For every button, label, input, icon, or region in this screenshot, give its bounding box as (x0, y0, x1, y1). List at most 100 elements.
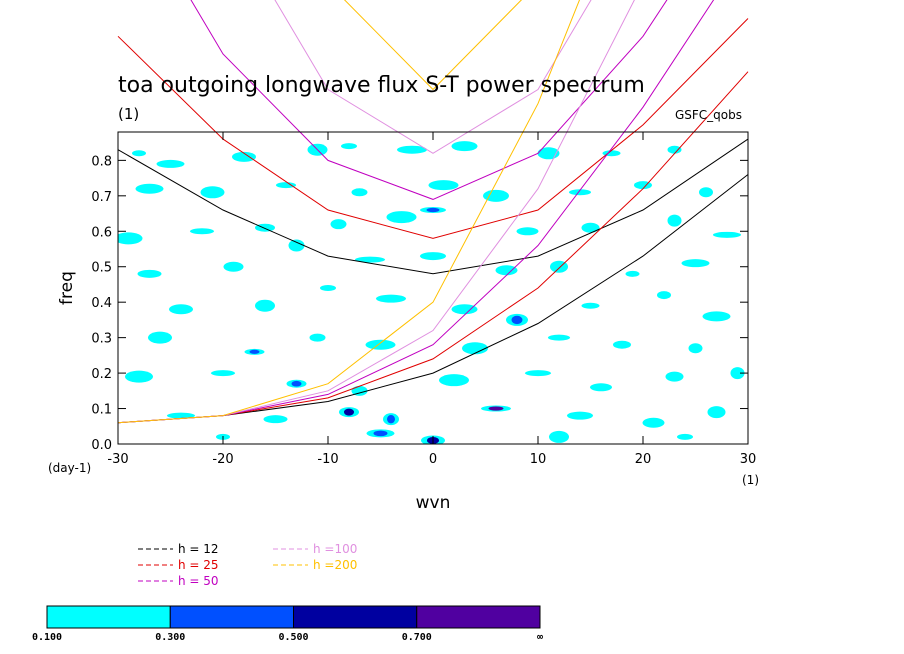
contour-blob (118, 232, 143, 245)
x-tick-label: -20 (212, 452, 233, 467)
contour-blob (330, 219, 347, 230)
colorbar-segment (416, 605, 541, 629)
x-unit-label: (1) (742, 473, 759, 487)
x-tick-label: -30 (107, 452, 128, 467)
colorbar-label: 0.100 (32, 632, 62, 643)
contour-blob (707, 406, 726, 419)
dispersion-curve-layer (117, 0, 749, 424)
chart-subtitle-right: GSFC_qobs (675, 108, 742, 122)
contour-blob (211, 370, 235, 377)
contour-blob (148, 331, 172, 344)
contour-blob (309, 333, 326, 342)
contour-blob (581, 302, 600, 309)
contour-blob (581, 222, 600, 233)
contour-blob (657, 291, 671, 300)
contour-blob (642, 417, 665, 428)
contour-blob (516, 227, 539, 236)
contour-blob (483, 189, 509, 202)
contour-blob (567, 411, 593, 420)
contour-blob-core (344, 408, 354, 416)
dispersion-curve (343, 0, 523, 91)
contour-blob (255, 299, 275, 312)
y-axis-label: freq (57, 271, 77, 305)
y-tick-label: 0.5 (91, 261, 112, 276)
colorbar-label: 0.300 (155, 632, 185, 643)
y-tick-label: 0.0 (91, 438, 112, 453)
contour-blob (495, 265, 518, 276)
colorbar-segment (293, 605, 418, 629)
contour-blob (677, 433, 693, 440)
contour-blob (397, 145, 427, 154)
contour-blob (263, 415, 288, 424)
y-tick-label: 0.2 (91, 367, 112, 382)
legend-label: h = 50 (178, 574, 219, 588)
contour-blob (200, 186, 225, 199)
kelvin-curve (117, 0, 581, 424)
contour-blob (667, 214, 682, 227)
contour-blob (667, 145, 682, 154)
contour-blob (276, 182, 296, 189)
contour-blob (625, 270, 640, 277)
legend: h = 12 h = 25 h = 50 h =100 h =200 (138, 542, 357, 588)
y-tick-label: 0.4 (91, 296, 112, 311)
contour-blob (688, 343, 703, 354)
x-tick-label: 10 (530, 452, 547, 467)
contour-blob (451, 304, 478, 315)
x-tick-label: -10 (317, 452, 338, 467)
y-tick-label: 0.6 (91, 225, 112, 240)
contour-blob (730, 367, 745, 380)
legend-label: h = 12 (178, 542, 219, 556)
contour-blob (613, 340, 631, 349)
x-tick-label: 20 (635, 452, 652, 467)
contour-blob-core (511, 315, 523, 325)
x-tick-label: 0 (429, 452, 437, 467)
contour-blob (439, 374, 469, 387)
contour-blob (351, 385, 368, 396)
y-unit-label: (day-1) (48, 461, 91, 475)
contour-blob (190, 228, 214, 235)
contour-blob (288, 239, 305, 252)
contour-blob (135, 183, 164, 194)
contour-blob (699, 187, 713, 198)
x-axis-label: wvn (416, 493, 451, 513)
y-tick-label: 0.8 (91, 154, 112, 169)
contour-blob (462, 342, 488, 355)
y-tick-label: 0.1 (91, 403, 112, 418)
contour-blob-core (426, 207, 440, 213)
contour-blob (320, 285, 336, 291)
contour-blob-core (387, 414, 395, 424)
colorbar-segment (169, 605, 294, 629)
contour-blob (428, 180, 459, 191)
contour-blob (451, 141, 478, 152)
legend-label: h =200 (313, 558, 357, 572)
contour-blob (223, 261, 244, 272)
dispersion-curve (117, 138, 749, 275)
contour-blob (132, 150, 146, 157)
contour-blob (365, 339, 396, 350)
contour-blob-core (373, 430, 388, 437)
contour-blob (525, 370, 551, 377)
contour-blob (167, 412, 195, 419)
contour-blob (702, 311, 731, 322)
contour-blob-core (249, 349, 260, 354)
axis-layer: -30 -20 -10 0 10 20 30 0.0 0.1 0.2 0.3 0.4 0.5 0.6 0.7… (91, 132, 756, 467)
y-tick-label: 0.7 (91, 190, 112, 205)
contour-blob-core (488, 406, 504, 411)
y-tick-label: 0.3 (91, 332, 112, 347)
contour-blob-core (291, 380, 302, 387)
colorbar-label: 0.500 (278, 632, 308, 643)
dispersion-curve (117, 18, 749, 239)
contour-blob (376, 294, 406, 303)
contour-blob (386, 211, 417, 224)
colorbar-label: ∞ (537, 632, 543, 643)
contour-blob (137, 269, 162, 278)
legend-label: h = 25 (178, 558, 219, 572)
chart-subtitle-left: (1) (118, 105, 139, 123)
contour-blob (549, 430, 569, 443)
contour-blob (548, 334, 570, 341)
contour-blob (665, 371, 684, 382)
kelvin-curve (117, 71, 749, 424)
chart-title: toa outgoing longwave flux S-T power spe… (118, 73, 645, 98)
contour-blob (156, 159, 185, 168)
